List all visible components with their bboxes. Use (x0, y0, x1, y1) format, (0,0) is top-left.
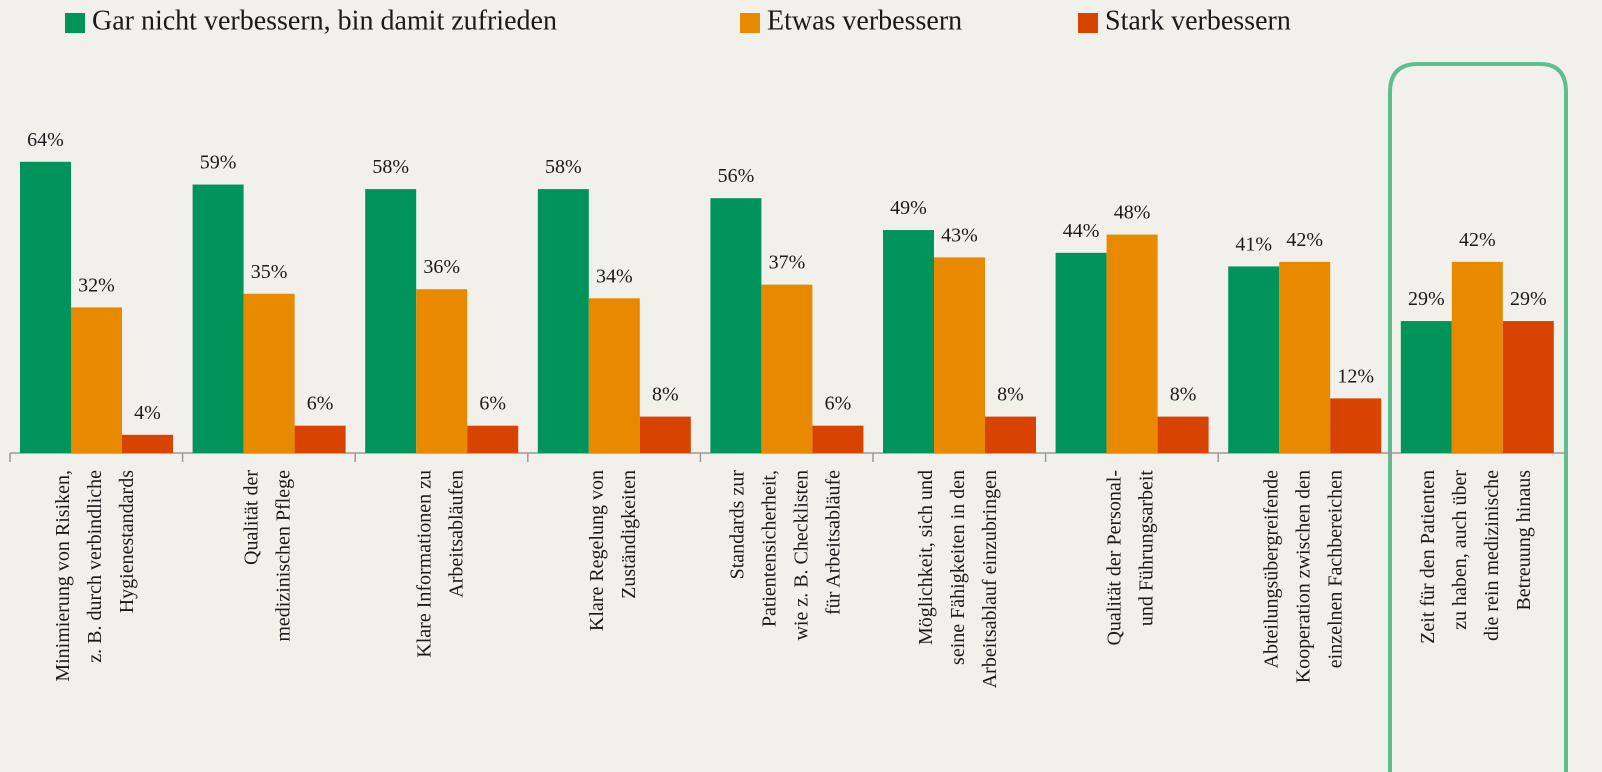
category-label: wie z. B. Checklisten (790, 470, 812, 641)
category-label: Zuständigkeiten (618, 470, 640, 599)
category-label: Arbeitsablauf einzubringen (979, 470, 1001, 688)
bar (639, 416, 691, 453)
value-label: 29% (1408, 288, 1445, 310)
value-label: 64% (27, 129, 64, 151)
bar (1055, 252, 1107, 453)
bar (192, 184, 244, 454)
bar (537, 189, 589, 453)
bar (122, 434, 173, 453)
value-label: 58% (372, 156, 409, 178)
category-label: Standards zur (726, 470, 748, 580)
category-label: Qualität der Personal- (1104, 470, 1126, 646)
category-label: für Arbeitsabläufe (822, 470, 844, 615)
value-label: 37% (769, 252, 806, 274)
value-label: 36% (423, 256, 460, 278)
bar (294, 425, 346, 453)
category-label: und Führungsarbeit (1136, 470, 1158, 627)
legend-label: Gar nicht verbessern, bin damit zufriede… (92, 5, 557, 36)
category-label: Zeit für den Patienten (1417, 470, 1439, 644)
bar (467, 425, 519, 453)
value-label: 12% (1337, 365, 1374, 387)
bar (588, 298, 640, 453)
bar (761, 284, 813, 453)
value-label: 6% (307, 393, 334, 415)
bar (20, 161, 71, 454)
bar (883, 230, 934, 453)
value-label: 42% (1459, 229, 1496, 251)
category-label: Arbeitsabläufen (445, 470, 467, 598)
bar (1502, 321, 1554, 453)
value-label: 8% (997, 384, 1024, 406)
highlight-box (1388, 62, 1568, 772)
value-label: 6% (479, 393, 506, 415)
bar (416, 289, 468, 453)
bar (1157, 416, 1209, 453)
legend-swatch (740, 13, 760, 33)
legend-label: Stark verbessern (1105, 5, 1291, 36)
value-label: 34% (596, 265, 633, 287)
bar (1106, 234, 1158, 453)
value-label: 8% (652, 384, 679, 406)
value-label: 42% (1286, 229, 1323, 251)
bar (985, 416, 1036, 453)
category-label: Patientensicherheit, (758, 470, 780, 627)
bar (1279, 261, 1331, 453)
legend-swatch (1078, 13, 1098, 33)
bar (1228, 266, 1280, 453)
value-label: 56% (718, 165, 755, 187)
value-label: 6% (825, 393, 852, 415)
bar (1451, 261, 1503, 453)
legend-label: Etwas verbessern (767, 5, 962, 36)
value-label: 4% (134, 402, 161, 424)
category-label: z. B. durch verbindliche (84, 470, 106, 663)
legend-swatch (65, 13, 85, 33)
category-label: die rein medizinische (1481, 470, 1503, 641)
category-label: Klare Regelung von (586, 470, 608, 631)
category-label: zu haben, auch über (1449, 470, 1471, 630)
value-label: 43% (941, 224, 978, 246)
bar (710, 198, 762, 453)
bar (71, 307, 122, 453)
category-label: Möglichkeit, sich und (915, 470, 937, 645)
category-label: medizinischen Pflege (273, 470, 295, 642)
category-label: Minimierung von Risiken, (52, 470, 74, 682)
value-label: 48% (1114, 202, 1151, 224)
category-label: seine Fähigkeiten in den (947, 470, 969, 665)
category-label: Qualität der (241, 470, 263, 565)
value-label: 8% (1170, 384, 1197, 406)
bar (365, 189, 417, 453)
value-label: 44% (1063, 220, 1100, 242)
value-label: 49% (890, 197, 927, 219)
category-label: Abteilungsübergreifende (1260, 470, 1282, 669)
bar (934, 257, 985, 453)
value-label: 32% (78, 274, 115, 296)
bar (812, 425, 864, 453)
value-label: 29% (1510, 288, 1547, 310)
bar (1330, 398, 1382, 453)
category-label: Kooperation zwischen den (1292, 470, 1314, 683)
category-label: einzelnen Fachbereichen (1324, 470, 1346, 668)
category-label: Klare Informationen zu (413, 470, 435, 658)
value-label: 41% (1235, 233, 1272, 255)
category-label: Hygienestandards (116, 470, 138, 614)
category-label: Betreuung hinaus (1513, 470, 1535, 611)
value-label: 35% (251, 261, 288, 283)
value-label: 58% (545, 156, 582, 178)
value-label: 59% (200, 152, 237, 174)
bar (1400, 321, 1452, 453)
bar (243, 293, 295, 453)
